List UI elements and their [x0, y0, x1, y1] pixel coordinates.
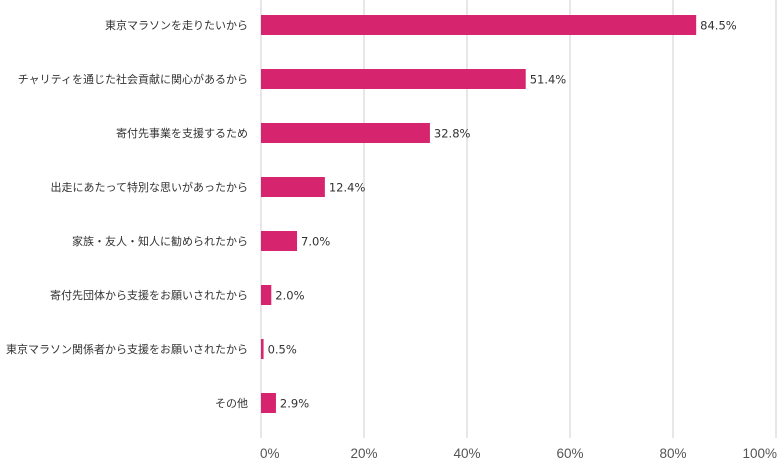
x-tick-label: 60%	[556, 446, 583, 461]
x-axis-ticks: 0% 20% 40% 60% 80% 100%	[260, 446, 777, 461]
bars	[261, 15, 697, 413]
bar	[261, 69, 526, 89]
bar	[261, 231, 298, 251]
x-tick-label: 40%	[453, 446, 480, 461]
category-label: チャリティを通じた社会貢献に関心があるから	[18, 72, 248, 86]
category-label: 東京マラソンを走りたいから	[105, 18, 248, 32]
bar	[261, 285, 272, 305]
x-tick-label: 20%	[350, 446, 377, 461]
bar	[261, 123, 430, 143]
bar	[261, 393, 276, 413]
x-tick-label: 0%	[260, 446, 280, 461]
category-label: 寄付先事業を支援するため	[116, 126, 248, 140]
bar	[261, 177, 325, 197]
value-label: 2.9%	[280, 397, 309, 411]
value-label: 12.4%	[329, 181, 366, 195]
value-label: 0.5%	[268, 343, 297, 357]
category-label: 出走にあたって特別な思いがあったから	[51, 180, 248, 194]
category-label: その他	[215, 397, 248, 410]
category-label: 寄付先団体から支援をお願いされたから	[50, 288, 248, 302]
x-tick-label: 80%	[659, 446, 686, 461]
value-labels: 84.5% 51.4% 32.8% 12.4% 7.0% 2.0% 0.5% 2.9%	[268, 19, 737, 411]
category-label: 東京マラソン関係者から支援をお願いされたから	[6, 342, 248, 356]
value-label: 84.5%	[700, 19, 737, 33]
value-label: 7.0%	[301, 235, 330, 249]
bar	[261, 15, 697, 35]
category-label: 家族・友人・知人に勧められたから	[72, 234, 248, 248]
category-labels: 東京マラソンを走りたいからチャリティを通じた社会貢献に関心があるから寄付先事業を…	[6, 18, 248, 410]
x-tick-label: 100%	[742, 446, 777, 461]
value-label: 51.4%	[530, 73, 567, 87]
value-label: 32.8%	[434, 127, 471, 141]
grid-lines	[260, 0, 777, 438]
bar	[261, 339, 264, 359]
value-label: 2.0%	[275, 289, 304, 303]
